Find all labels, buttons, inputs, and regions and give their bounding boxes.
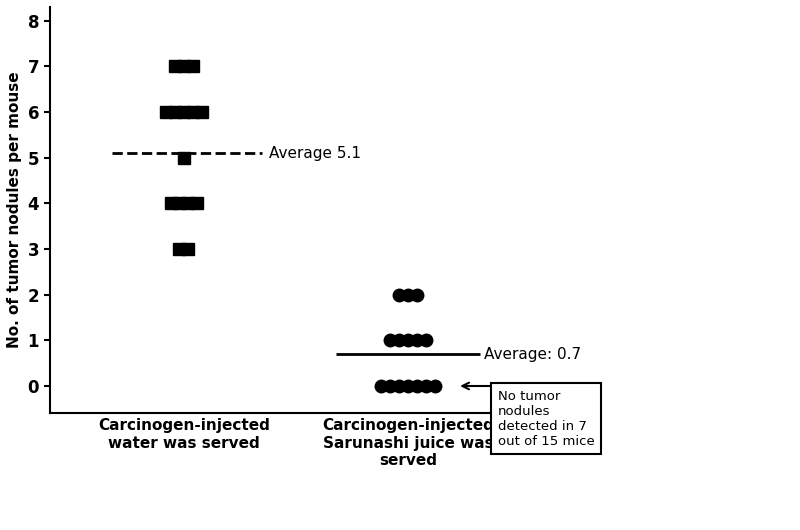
Text: Average 5.1: Average 5.1 (269, 146, 361, 161)
Text: Average: 0.7: Average: 0.7 (484, 347, 582, 361)
Text: No tumor
nodules
detected in 7
out of 15 mice: No tumor nodules detected in 7 out of 15… (498, 390, 594, 448)
Y-axis label: No. of tumor nodules per mouse: No. of tumor nodules per mouse (7, 72, 22, 349)
